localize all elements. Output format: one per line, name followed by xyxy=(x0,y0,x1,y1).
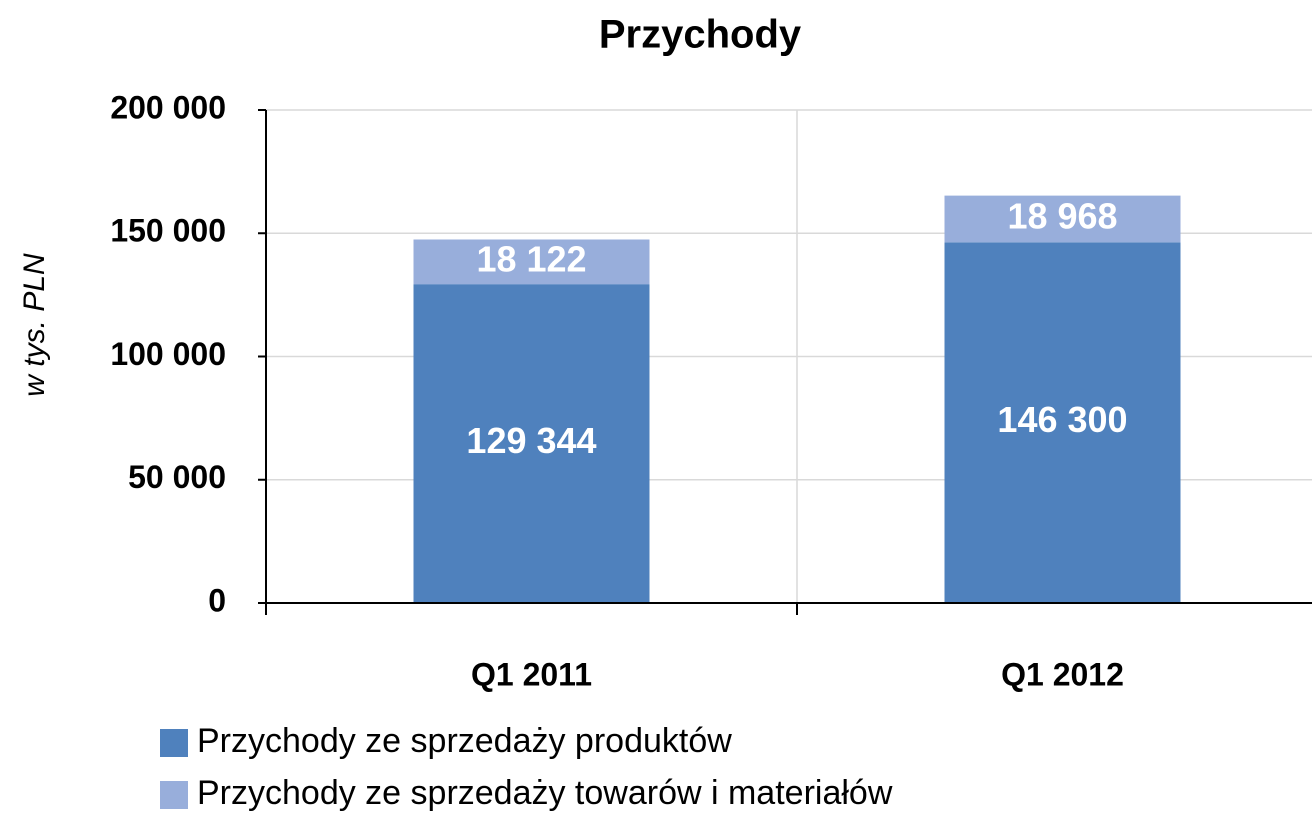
x-tick-label: Q1 2011 xyxy=(471,656,592,692)
y-tick-label: 200 000 xyxy=(110,89,226,125)
legend-label: Przychody ze sprzedaży towarów i materia… xyxy=(197,774,893,812)
x-tick-label: Q1 2012 xyxy=(1001,656,1124,692)
y-axis-label: w tys. PLN xyxy=(18,253,51,397)
y-tick-label: 50 000 xyxy=(128,459,226,495)
data-label: 129 344 xyxy=(466,420,596,461)
y-tick-label: 150 000 xyxy=(110,213,226,249)
y-tick-label: 100 000 xyxy=(110,336,226,372)
bar-segment xyxy=(944,242,1181,604)
chart-title: Przychody xyxy=(599,13,802,57)
data-label: 18 968 xyxy=(1007,196,1117,237)
legend-label: Przychody ze sprzedaży produktów xyxy=(197,722,732,760)
bar-segment xyxy=(413,284,650,603)
legend-swatch xyxy=(160,781,188,809)
bar-segment xyxy=(944,195,1181,243)
data-label: 146 300 xyxy=(997,399,1127,440)
bar-segment xyxy=(413,239,650,285)
y-tick-label: 0 xyxy=(208,582,226,618)
data-label: 18 122 xyxy=(476,238,586,279)
legend-swatch xyxy=(160,729,188,757)
